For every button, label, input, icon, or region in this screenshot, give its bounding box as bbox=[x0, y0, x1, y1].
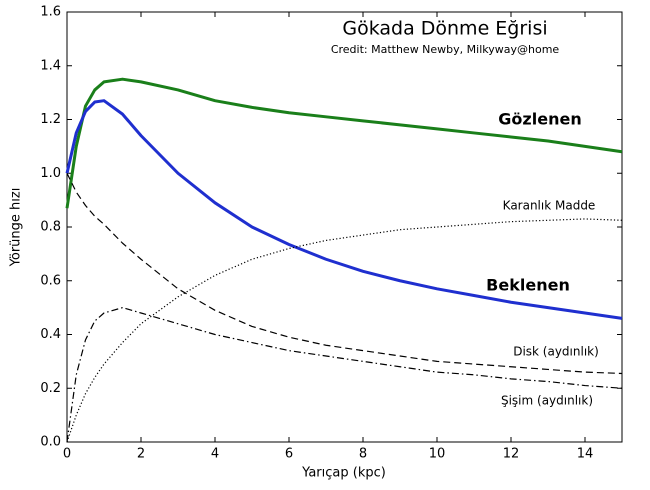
x-tick-label: 4 bbox=[211, 447, 219, 462]
y-tick-label: 0.0 bbox=[40, 435, 61, 450]
y-tick-label: 0.6 bbox=[40, 273, 61, 288]
series-label: Beklenen bbox=[486, 276, 570, 295]
chart-title: Gökada Dönme Eğrisi bbox=[342, 18, 547, 40]
series-line bbox=[66, 307, 623, 443]
x-tick-label: 8 bbox=[359, 447, 367, 462]
series-label: Gözlenen bbox=[498, 110, 581, 129]
series-line bbox=[66, 172, 623, 375]
x-tick-label: 6 bbox=[285, 447, 293, 462]
x-axis-label: Yarıçap (kpc) bbox=[301, 466, 386, 481]
y-tick-label: 1.0 bbox=[40, 166, 61, 181]
series-line bbox=[65, 99, 623, 320]
y-tick-label: 0.4 bbox=[40, 327, 61, 342]
y-tick-label: 0.2 bbox=[40, 381, 61, 396]
x-tick-label: 14 bbox=[577, 447, 594, 462]
y-tick-label: 1.6 bbox=[40, 5, 61, 20]
y-tick-label: 1.4 bbox=[40, 58, 61, 73]
y-axis-label: Yörünge hızı bbox=[9, 188, 24, 268]
x-tick-label: 0 bbox=[63, 447, 71, 462]
x-tick-label: 2 bbox=[137, 447, 145, 462]
plot-frame bbox=[66, 11, 623, 443]
y-tick-label: 1.2 bbox=[40, 112, 61, 127]
y-tick-label: 0.8 bbox=[40, 220, 61, 235]
series-label: Karanlık Madde bbox=[503, 199, 596, 213]
series-label: Disk (aydınlık) bbox=[513, 345, 599, 359]
chart-subtitle: Credit: Matthew Newby, Milkyway@home bbox=[331, 43, 560, 56]
series-label: Şişim (aydınlık) bbox=[501, 394, 593, 408]
x-tick-label: 10 bbox=[429, 447, 446, 462]
x-tick-label: 12 bbox=[503, 447, 520, 462]
series-line bbox=[65, 77, 623, 209]
series-line bbox=[66, 218, 623, 443]
